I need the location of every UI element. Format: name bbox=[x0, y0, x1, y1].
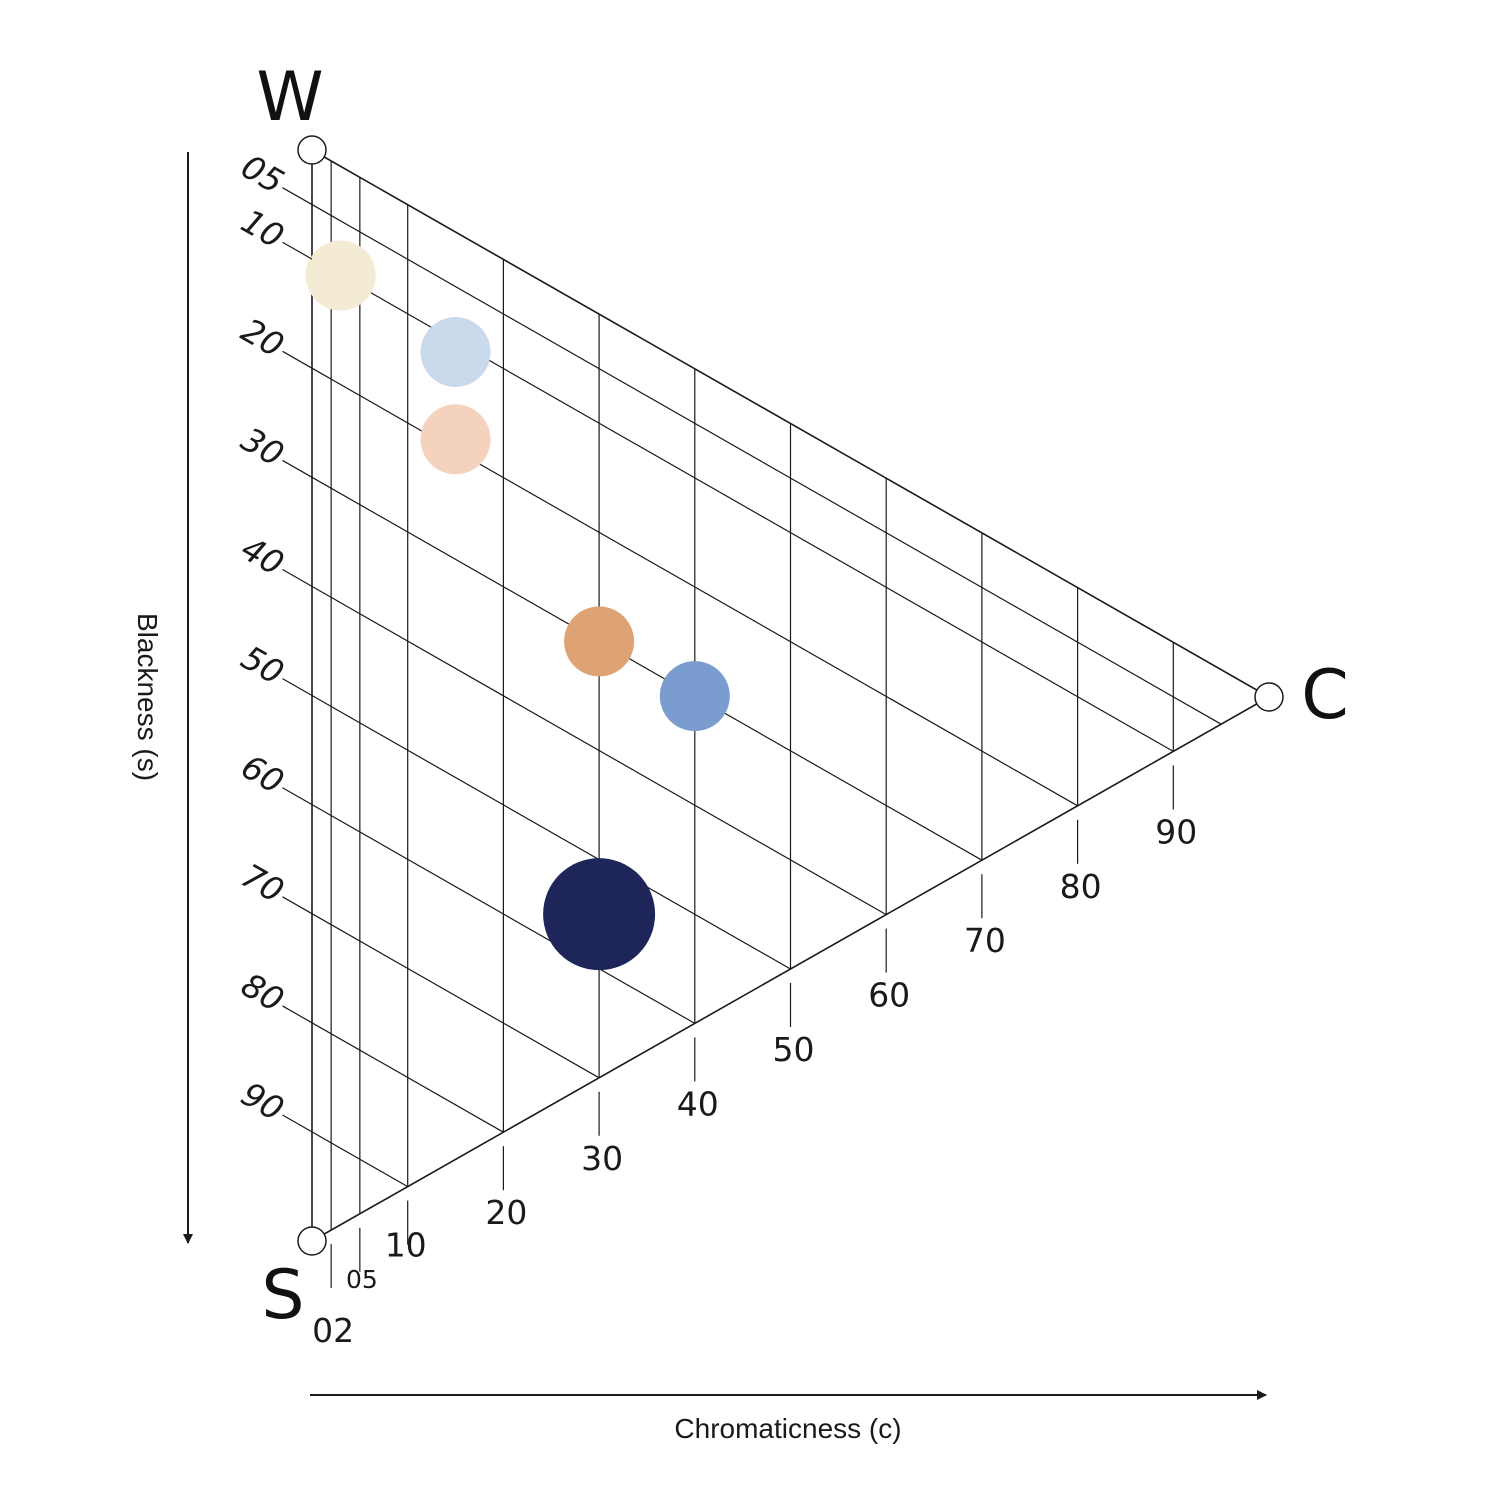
vertex-marker-chromatic bbox=[1254, 682, 1284, 712]
vertex-marker-white bbox=[297, 135, 327, 165]
vertex-markers bbox=[297, 135, 1284, 1256]
chromaticness-axis-title: Chromaticness (c) bbox=[674, 1413, 901, 1444]
vertex-label-chromatic: C bbox=[1301, 656, 1348, 735]
blackness-grid-line bbox=[311, 913, 600, 1079]
blackness-axis-title: Blackness (s) bbox=[132, 613, 163, 781]
blackness-tick-label: 20 bbox=[235, 310, 291, 365]
chromaticness-tick-label: 50 bbox=[773, 1030, 815, 1069]
blackness-tick-label: 60 bbox=[235, 747, 291, 802]
blackness-tick-label: 90 bbox=[235, 1074, 291, 1129]
color-sample-peach bbox=[420, 404, 491, 475]
blackness-tick-label: 50 bbox=[235, 638, 291, 693]
chromaticness-tick-label: 80 bbox=[1060, 867, 1102, 906]
blackness-grid-line bbox=[311, 694, 791, 970]
blackness-grid-line bbox=[311, 476, 983, 861]
blackness-tick-mark bbox=[282, 350, 313, 369]
chromaticness-tick-label: 10 bbox=[385, 1226, 427, 1265]
color-sample-light-blue bbox=[420, 317, 491, 388]
chromaticness-tick-label: 90 bbox=[1155, 812, 1197, 851]
color-sample-orange bbox=[564, 606, 635, 677]
color-samples bbox=[305, 240, 730, 971]
blackness-tick-label: 40 bbox=[235, 529, 291, 584]
color-sample-blue bbox=[659, 661, 730, 732]
color-sample-cream bbox=[305, 240, 376, 311]
color-sample-navy bbox=[543, 858, 656, 971]
vertex-label-white: W bbox=[256, 58, 323, 137]
chromaticness-tick-label: 05 bbox=[346, 1265, 378, 1294]
blackness-grid-line bbox=[311, 204, 1222, 725]
blackness-tick-mark bbox=[282, 1005, 313, 1024]
chromaticness-tick-label: 60 bbox=[868, 976, 910, 1015]
blackness-tick-mark bbox=[282, 896, 313, 915]
blackness-tick-mark bbox=[282, 187, 313, 206]
blackness-tick-mark bbox=[282, 787, 313, 806]
blackness-tick-label: 80 bbox=[235, 965, 291, 1020]
blackness-tick-label: 10 bbox=[235, 201, 291, 256]
chromaticness-tick-label: 20 bbox=[485, 1193, 527, 1232]
blackness-tick-label: 05 bbox=[235, 147, 291, 202]
vertex-label-black: S bbox=[261, 1256, 304, 1335]
chromaticness-tick-label: 02 bbox=[312, 1311, 354, 1350]
blackness-grid-line bbox=[311, 1131, 408, 1188]
blackness-tick-mark bbox=[282, 678, 313, 697]
blackness-grid-line bbox=[311, 1022, 504, 1133]
chromaticness-tick-label: 30 bbox=[581, 1139, 623, 1178]
blackness-tick-mark bbox=[282, 459, 313, 478]
vertex-marker-black bbox=[297, 1226, 327, 1256]
blackness-tick-mark bbox=[282, 1114, 313, 1133]
blackness-tick-mark bbox=[282, 241, 313, 260]
blackness-grid-line bbox=[311, 585, 887, 916]
chromaticness-tick-label: 70 bbox=[964, 921, 1006, 960]
blackness-tick-mark bbox=[282, 569, 313, 587]
blackness-tick-label: 70 bbox=[235, 856, 291, 911]
blackness-tick-label: 30 bbox=[235, 419, 291, 474]
chromaticness-tick-label: 40 bbox=[677, 1084, 719, 1123]
blackness-grid-line bbox=[311, 804, 696, 1024]
